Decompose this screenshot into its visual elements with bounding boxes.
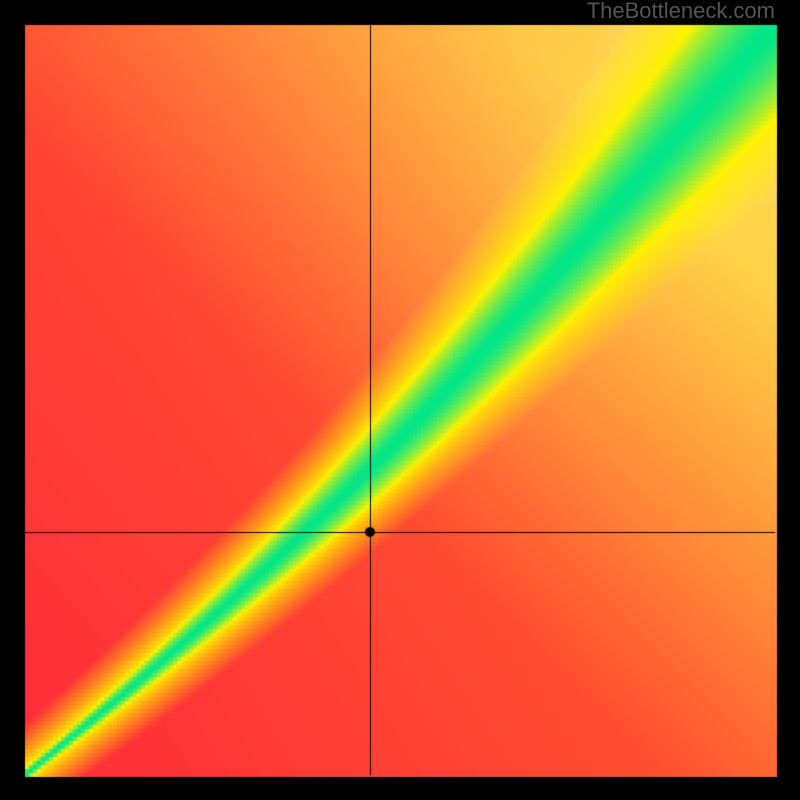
bottleneck-heatmap bbox=[0, 0, 800, 800]
chart-container: { "meta": { "watermark_text": "TheBottle… bbox=[0, 0, 800, 800]
